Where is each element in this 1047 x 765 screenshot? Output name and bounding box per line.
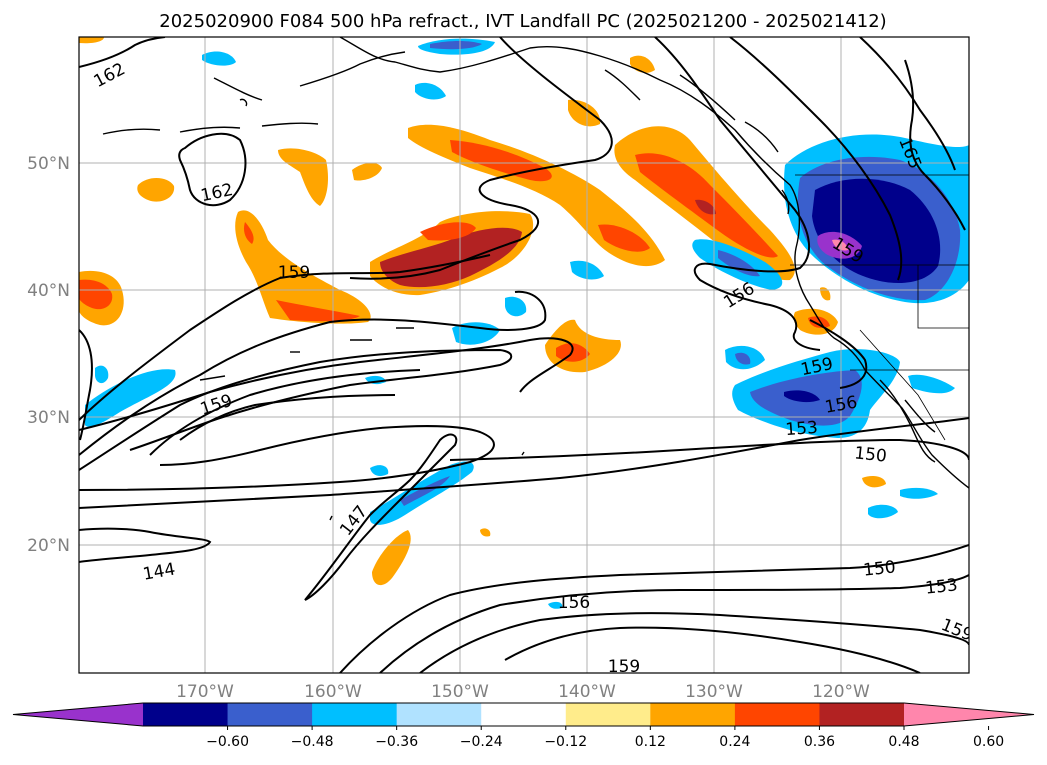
lon-tick-label: 130°W xyxy=(685,682,743,702)
colorbar-box xyxy=(143,703,229,726)
map-frame xyxy=(78,36,970,674)
borders xyxy=(790,174,969,441)
colorbar-tick-label: −0.24 xyxy=(460,734,503,750)
colorbar-tick-label: 0.60 xyxy=(973,734,1004,750)
colorbar-box xyxy=(650,703,736,726)
contour-label: 150 xyxy=(853,443,887,466)
lon-tick-label: 120°W xyxy=(812,682,870,702)
colorbar-tick-label: 0.12 xyxy=(635,734,666,750)
colorbar-box xyxy=(227,703,313,726)
colorbar-box xyxy=(312,703,398,726)
colorbar-tick-label: 0.48 xyxy=(888,734,919,750)
lat-tick-label: 50°N xyxy=(27,154,70,174)
colorbar-box xyxy=(396,703,482,726)
map-panel: 162 162 159 159 156 165 159 159 156 153 … xyxy=(78,36,970,677)
contour-label: 156 xyxy=(558,593,590,613)
colorbar-tick-label: −0.60 xyxy=(206,734,249,750)
colorbar-box xyxy=(819,703,905,726)
lat-tick-label: 40°N xyxy=(27,281,70,301)
lon-tick-label: 150°W xyxy=(431,682,489,702)
colorbar-tick-label: 0.24 xyxy=(719,734,750,750)
colorbar-extend-max xyxy=(904,703,1034,726)
colorbar-tick-label: 0.36 xyxy=(804,734,835,750)
colorbar-outline xyxy=(12,702,1035,727)
contour-label: 159 xyxy=(278,263,310,283)
colorbar: −0.60 −0.48 −0.36 −0.24 −0.12 0.12 0.24 0.36 0.4… xyxy=(12,702,1035,750)
colorbar-box xyxy=(734,703,820,726)
colorbar-box xyxy=(565,703,651,726)
lon-tick-label: 140°W xyxy=(558,682,616,702)
anomaly-shading xyxy=(79,37,969,609)
lat-ticks: 50°N 40°N 30°N 20°N xyxy=(27,154,70,556)
lon-tick-label: 170°W xyxy=(176,682,234,702)
colorbar-extend-min xyxy=(13,703,143,726)
height-contours xyxy=(79,37,969,673)
lon-tick-label: 160°W xyxy=(304,682,362,702)
figure-title: 2025020900 F084 500 hPa refract., IVT La… xyxy=(159,11,886,32)
lat-tick-label: 20°N xyxy=(27,536,70,556)
coastline xyxy=(102,37,969,521)
contour-label: 153 xyxy=(785,418,819,440)
lon-ticks: 170°W 160°W 150°W 140°W 130°W 120°W xyxy=(176,682,870,702)
colorbar-tick-label: −0.36 xyxy=(375,734,418,750)
colorbar-tick-label: −0.12 xyxy=(544,734,587,750)
lat-tick-label: 30°N xyxy=(27,408,70,428)
contour-label: 159 xyxy=(608,657,640,677)
contour-label: 150 xyxy=(862,557,896,580)
colorbar-box xyxy=(481,703,567,726)
contour-label: 153 xyxy=(924,575,958,598)
colorbar-tick-label: −0.48 xyxy=(291,734,334,750)
